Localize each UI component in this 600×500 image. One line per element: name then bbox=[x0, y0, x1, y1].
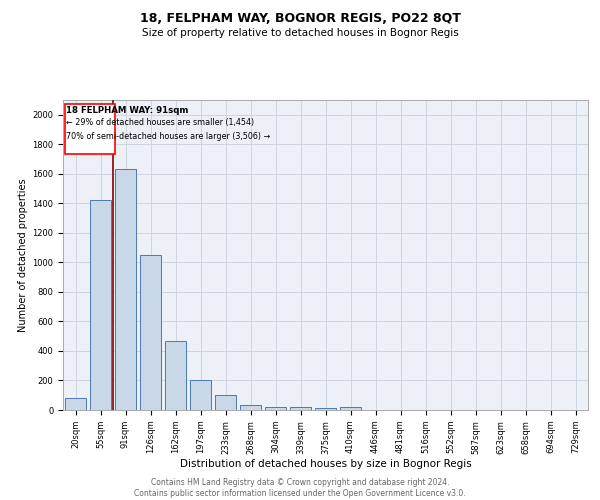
Bar bbox=[165, 340, 186, 410]
Bar bbox=[240, 405, 261, 410]
Bar bbox=[340, 407, 361, 410]
FancyBboxPatch shape bbox=[65, 104, 115, 154]
Bar bbox=[115, 170, 136, 410]
Bar bbox=[140, 255, 161, 410]
Bar bbox=[65, 398, 86, 410]
Bar bbox=[190, 380, 211, 410]
Bar bbox=[215, 395, 236, 410]
Text: 70% of semi-detached houses are larger (3,506) →: 70% of semi-detached houses are larger (… bbox=[66, 132, 271, 140]
Bar bbox=[315, 408, 336, 410]
Text: 18, FELPHAM WAY, BOGNOR REGIS, PO22 8QT: 18, FELPHAM WAY, BOGNOR REGIS, PO22 8QT bbox=[140, 12, 460, 26]
Bar bbox=[265, 407, 286, 410]
X-axis label: Distribution of detached houses by size in Bognor Regis: Distribution of detached houses by size … bbox=[179, 459, 472, 469]
Y-axis label: Number of detached properties: Number of detached properties bbox=[18, 178, 28, 332]
Text: ← 29% of detached houses are smaller (1,454): ← 29% of detached houses are smaller (1,… bbox=[66, 118, 254, 128]
Text: Size of property relative to detached houses in Bognor Regis: Size of property relative to detached ho… bbox=[142, 28, 458, 38]
Bar bbox=[290, 407, 311, 410]
Text: Contains HM Land Registry data © Crown copyright and database right 2024.
Contai: Contains HM Land Registry data © Crown c… bbox=[134, 478, 466, 498]
Bar bbox=[90, 200, 111, 410]
Text: 18 FELPHAM WAY: 91sqm: 18 FELPHAM WAY: 91sqm bbox=[66, 106, 188, 115]
